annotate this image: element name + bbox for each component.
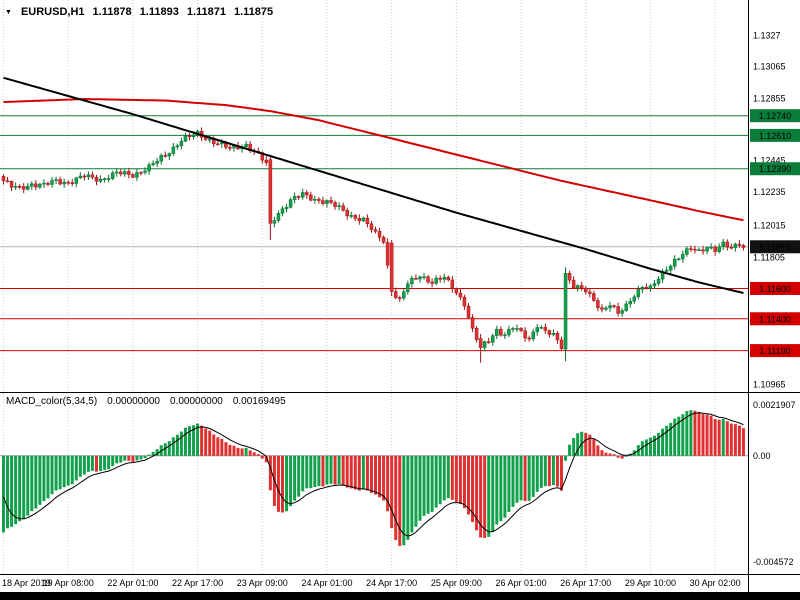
symbol-header: ▼ EURUSD,H1 1.11878 1.11893 1.11871 1.11… — [5, 6, 273, 18]
x-axis-label: 24 Apr 17:00 — [366, 578, 418, 588]
resistance-level-badge: 1.12740 — [750, 109, 800, 123]
x-axis-label: 26 Apr 17:00 — [560, 578, 612, 588]
macd-histogram — [2, 410, 745, 546]
x-axis-label: 25 Apr 09:00 — [430, 578, 482, 588]
svg-text:1.11600: 1.11600 — [759, 284, 791, 294]
support-level-badge: 1.11600 — [750, 281, 800, 295]
support-level-badge: 1.11190 — [750, 344, 800, 358]
y-axis-labels: 1.1327 1.13065 1.12855 1.12445 1.12235 1.1201… — [753, 30, 786, 389]
ohlc-low: 1.11871 — [186, 6, 226, 18]
macd-indicator-label: MACD_color(5,34,5) — [6, 396, 98, 407]
svg-text:1.13065: 1.13065 — [753, 61, 786, 71]
svg-text:1.12740: 1.12740 — [759, 111, 792, 121]
x-axis-label: 30 Apr 02:00 — [689, 578, 741, 588]
ma-red-line — [3, 97, 744, 222]
svg-text:1.12235: 1.12235 — [753, 187, 786, 197]
dropdown-triangle-icon[interactable]: ▼ — [5, 8, 12, 16]
ohlc-open: 1.11878 — [92, 6, 132, 18]
svg-text:1.12445: 1.12445 — [753, 155, 786, 165]
x-axis-label: 26 Apr 01:00 — [495, 578, 547, 588]
macd-value-1: 0.00000000 — [107, 396, 160, 407]
svg-text:1.11875: 1.11875 — [759, 242, 791, 252]
x-axis-label: 29 Apr 10:00 — [624, 578, 676, 588]
support-level-badge: 1.11400 — [750, 312, 800, 326]
svg-text:-0.004572: -0.004572 — [753, 557, 794, 567]
svg-text:1.11400: 1.11400 — [759, 314, 791, 324]
current-price-badge: 1.11875 — [750, 240, 800, 254]
x-axis-label: 18 Apr 2019 — [2, 578, 51, 588]
macd-signal-line — [3, 412, 744, 537]
svg-text:1.1327: 1.1327 — [753, 30, 781, 40]
svg-text:1.12390: 1.12390 — [759, 164, 792, 174]
x-axis-label: 22 Apr 17:00 — [172, 578, 224, 588]
macd-value-3: 0.00169495 — [232, 396, 286, 407]
resistance-level-badge: 1.12610 — [750, 128, 800, 142]
ohlc-high: 1.11893 — [139, 6, 179, 18]
price-levels — [0, 115, 748, 352]
x-axis-label: 24 Apr 01:00 — [301, 578, 353, 588]
macd-axis-labels: 0.0021907 0.00 -0.004572 — [753, 400, 796, 567]
symbol-label: EURUSD,H1 — [20, 6, 85, 18]
x-axis: 18 Apr 2019 19 Apr 08:00 22 Apr 01:00 22 Ap… — [0, 578, 800, 592]
svg-text:0.00: 0.00 — [753, 451, 771, 461]
macd-value-2: 0.00000000 — [170, 396, 223, 407]
ohlc-close: 1.11875 — [233, 6, 274, 18]
ma-black-line — [3, 76, 744, 294]
x-axis-label: 19 Apr 08:00 — [42, 578, 94, 588]
x-axis-label: 22 Apr 01:00 — [107, 578, 159, 588]
svg-text:1.12855: 1.12855 — [753, 93, 786, 103]
macd-indicator-header: MACD_color(5,34,5) 0.00000000 0.00000000… — [6, 396, 286, 407]
svg-text:1.11190: 1.11190 — [759, 346, 790, 356]
x-axis-label: 23 Apr 09:00 — [236, 578, 288, 588]
svg-text:1.11805: 1.11805 — [753, 252, 785, 262]
svg-text:0.0021907: 0.0021907 — [753, 400, 796, 410]
resistance-level-badge: 1.12390 — [750, 162, 800, 176]
candles-layer — [1, 127, 746, 363]
window-bottom-bar — [0, 592, 800, 600]
svg-text:1.12015: 1.12015 — [753, 221, 786, 231]
svg-text:1.10965: 1.10965 — [753, 380, 786, 390]
svg-text:1.12610: 1.12610 — [759, 131, 792, 141]
